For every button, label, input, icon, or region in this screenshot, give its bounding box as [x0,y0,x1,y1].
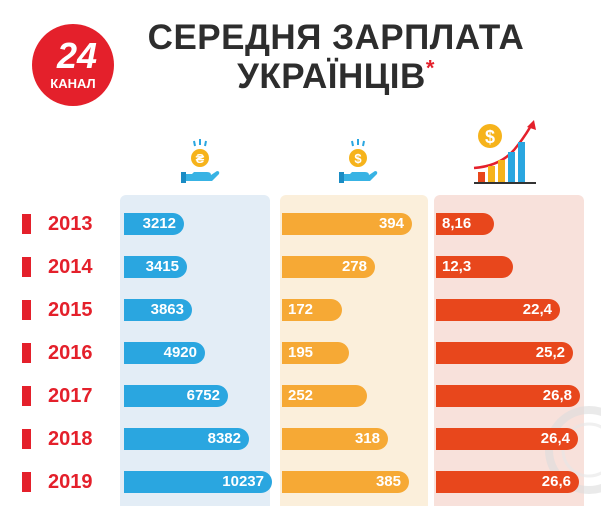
svg-text:$: $ [485,127,495,147]
bar-usd: 318 [282,428,388,450]
bar-uah: 3212 [124,213,184,235]
bar-usd: 278 [282,256,375,278]
channel-24-logo: 24 КАНАЛ [32,24,114,106]
year-flag [22,214,31,234]
bar-usd: 394 [282,213,412,235]
year-label: 2013 [22,213,122,235]
bar-rate: 26,4 [436,428,578,450]
year-text: 2018 [48,428,93,450]
bar-uah: 6752 [124,385,228,407]
bar-rate: 22,4 [436,299,560,321]
bar-usd: 195 [282,342,349,364]
year-label: 2018 [22,428,122,450]
year-text: 2015 [48,299,93,321]
year-label: 2015 [22,299,122,321]
year-flag [22,386,31,406]
bar-rate: 12,3 [436,256,513,278]
chart-title: СЕРЕДНЯ ЗАРПЛАТА УКРАЇНЦІВ* [136,18,536,96]
year-text: 2013 [48,213,93,235]
year-flag [22,429,31,449]
bar-uah: 3863 [124,299,192,321]
bar-uah: 10237 [124,471,272,493]
logo-word: КАНАЛ [50,76,95,91]
bar-rate: 8,16 [436,213,494,235]
bar-usd: 385 [282,471,409,493]
bar-uah: 4920 [124,342,205,364]
bar-rate: 25,2 [436,342,573,364]
logo-number: 24 [56,35,97,76]
bar-rate: 26,8 [436,385,580,407]
year-text: 2017 [48,385,93,407]
year-label: 2014 [22,256,122,278]
year-label: 2017 [22,385,122,407]
bar-usd: 172 [282,299,342,321]
title-line2: УКРАЇНЦІВ [237,57,426,96]
bar-rate: 26,6 [436,471,579,493]
watermark-graphic [545,406,601,494]
year-label: 2019 [22,471,122,493]
hand-hryvnia-coin-icon: ₴ [181,139,220,183]
year-flag [22,300,31,320]
year-label: 2016 [22,342,122,364]
year-text: 2019 [48,471,93,493]
bar-usd: 252 [282,385,367,407]
bar-uah: 8382 [124,428,249,450]
hand-dollar-coin-icon: $ [339,139,378,183]
svg-text:₴: ₴ [196,151,205,166]
year-flag [22,472,31,492]
year-text: 2014 [48,256,93,278]
bar-uah: 3415 [124,256,187,278]
title-line1: СЕРЕДНЯ ЗАРПЛАТА [147,18,525,57]
year-text: 2016 [48,342,93,364]
growth-chart-dollar-icon: $ [473,120,536,184]
title-asterisk: * [425,55,435,81]
year-flag [22,257,31,277]
year-flag [22,343,31,363]
svg-text:$: $ [354,151,362,166]
